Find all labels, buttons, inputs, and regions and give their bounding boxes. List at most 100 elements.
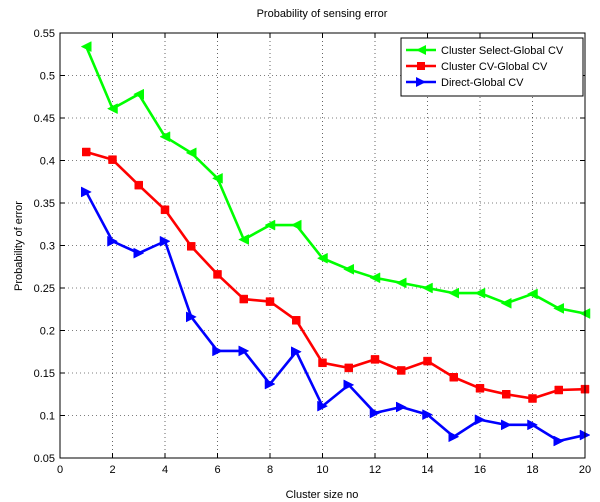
y-tick-label: 0.35 [34,198,55,210]
y-tick-label: 0.3 [40,241,55,253]
data-point [81,186,92,198]
legend-item: Cluster CV-Global CV [406,61,548,73]
x-tick-label: 20 [579,464,591,476]
series-line [85,150,586,400]
data-point [316,252,328,264]
data-point [108,155,117,164]
x-tick-label: 4 [162,464,168,476]
chart-title: Probability of sensing error [257,8,388,20]
legend: Cluster Select-Global CV Cluster CV-Globa… [400,37,584,97]
data-point [211,172,223,184]
data-point [553,302,564,314]
data-point [318,358,327,368]
data-point [213,270,222,279]
data-point [317,400,329,412]
x-tick-label: 16 [474,464,486,476]
data-point [187,242,196,251]
legend-item: Cluster Select-Global CV [406,45,564,57]
data-point [527,419,539,431]
data-point [186,311,197,323]
data-point [264,378,276,390]
data-point [422,409,434,421]
data-point [185,147,197,159]
data-point [448,287,459,299]
y-tick-labels: 0.05 0.1 0.15 0.2 0.25 0.3 0.35 0.4 0.45 0.5 0.55 [34,28,55,465]
y-tick-label: 0.15 [34,368,55,380]
data-point [80,41,92,53]
data-point [212,345,224,357]
data-point [344,363,353,373]
data-point [159,235,171,247]
data-point [395,277,407,289]
legend-label: Cluster Select-Global CV [441,45,564,57]
data-point [107,235,119,247]
data-point [396,401,407,413]
data-point [502,390,511,399]
x-tick-labels: 0 2 4 6 8 10 12 14 16 18 20 [57,464,591,476]
data-point [238,234,249,245]
data-point [474,287,486,299]
legend-label: Direct-Global CV [441,77,524,89]
data-point [553,435,565,447]
y-tick-label: 0.45 [34,113,55,125]
data-point [292,316,301,325]
legend-item: Direct-Global CV [406,77,524,89]
data-point [397,366,406,375]
data-point [369,272,381,284]
x-tick-label: 14 [421,464,433,476]
data-point [160,205,170,215]
x-tick-label: 2 [109,464,115,476]
x-tick-label: 8 [267,464,273,476]
data-point [343,263,354,275]
x-tick-label: 10 [316,464,328,476]
data-point [449,373,458,382]
x-tick-label: 0 [57,464,63,476]
data-point [500,297,512,309]
grid-lines [60,33,585,458]
data-point [264,219,276,231]
x-tick-label: 12 [369,464,381,476]
data-point [369,407,381,419]
data-point [528,394,537,403]
x-tick-label: 6 [214,464,220,476]
y-tick-label: 0.05 [34,453,55,465]
legend-swatch-marker [416,45,426,55]
data-point [343,379,355,391]
tick-marks [59,32,586,459]
data-point [423,356,432,366]
series-2 [82,147,590,403]
y-tick-label: 0.2 [40,326,55,338]
data-point [526,288,538,300]
data-point [370,355,380,364]
series-1 [80,41,591,319]
legend-swatch-marker [416,77,426,87]
y-tick-label: 0.4 [40,156,55,168]
data-point [159,131,171,143]
y-tick-label: 0.25 [34,283,55,295]
legend-swatch-marker [417,62,425,70]
data-point [133,88,144,100]
data-point [238,345,250,357]
x-axis-label: Cluster size no [286,489,359,501]
data-point [474,414,486,426]
data-point [265,297,275,306]
y-axis-label: Probability of error [13,201,25,291]
legend-label: Cluster CV-Global CV [441,61,548,73]
data-point [291,346,302,358]
y-tick-label: 0.1 [40,411,55,423]
y-tick-label: 0.55 [34,28,55,40]
data-point [106,103,118,115]
series-3 [81,186,591,447]
x-tick-label: 18 [526,464,538,476]
data-point [133,247,145,259]
data-point [290,219,302,231]
data-point [448,431,460,443]
data-point [239,294,248,304]
data-point [421,282,433,294]
data-point [134,180,143,190]
data-point [475,384,485,393]
series-layer [80,41,591,447]
y-tick-label: 0.5 [40,71,55,83]
data-point [82,147,91,157]
